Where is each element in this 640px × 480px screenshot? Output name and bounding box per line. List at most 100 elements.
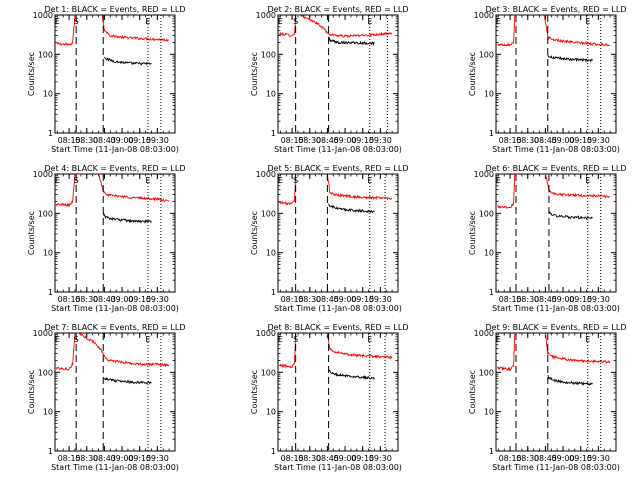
chart-title: Det 4: BLACK = Events, RED = LLD xyxy=(45,164,186,173)
x-tick-label: 08:45 xyxy=(534,136,557,145)
x-tick-label: 08:30 xyxy=(75,136,98,145)
x-tick-label: 08:15 xyxy=(281,454,304,463)
x-tick-label: 08:15 xyxy=(281,136,304,145)
x-tick-label: 08:30 xyxy=(75,295,98,304)
y-tick-label: 1000 xyxy=(256,329,276,338)
y-tick-label: 100 xyxy=(261,368,276,377)
y-tick-label: 1 xyxy=(271,129,276,138)
marker-label: E xyxy=(278,17,283,26)
plot-frame xyxy=(54,173,176,293)
x-tick-label: 09:30 xyxy=(146,136,169,145)
marker-label: S xyxy=(293,17,298,26)
chart-title: Det 6: BLACK = Events, RED = LLD xyxy=(486,164,627,173)
x-tick-label: 08:15 xyxy=(58,136,81,145)
y-tick-label: 10 xyxy=(484,249,494,258)
y-axis-label: Counts/sec xyxy=(468,52,477,96)
events-series-line xyxy=(328,203,375,214)
x-tick-label: 08:15 xyxy=(499,295,522,304)
chart-panel: Det 6: BLACK = Events, RED = LLD 1 10 100 10… xyxy=(468,164,626,313)
x-tick-label: 09:30 xyxy=(587,295,610,304)
events-series-line xyxy=(328,369,375,381)
x-tick-label: 09:00 xyxy=(334,136,357,145)
x-tick-label: 09:30 xyxy=(369,295,392,304)
x-tick-label: 08:15 xyxy=(58,295,81,304)
y-tick-label: 10 xyxy=(43,408,53,417)
x-tick-label: 09:00 xyxy=(111,136,134,145)
x-axis-label: Start Time (11-Jan-08 08:03:00) xyxy=(51,304,179,313)
y-tick-label: 10 xyxy=(484,90,494,99)
x-axis-label: Start Time (11-Jan-08 08:03:00) xyxy=(492,463,620,472)
lld-series-line xyxy=(497,333,519,372)
x-tick-label: 09:15 xyxy=(569,454,592,463)
x-tick-label: 09:00 xyxy=(552,295,575,304)
x-tick-label: 08:45 xyxy=(316,295,339,304)
marker-label: E xyxy=(278,176,283,185)
x-tick-label: 09:15 xyxy=(569,295,592,304)
chart-panel: Det 3: BLACK = Events, RED = LLD 1 10 100 10… xyxy=(468,5,626,154)
lld-series-line xyxy=(278,333,298,369)
y-tick-label: 100 xyxy=(38,368,53,377)
y-tick-label: 100 xyxy=(38,50,53,59)
y-tick-label: 1000 xyxy=(256,11,276,20)
x-tick-label: 09:00 xyxy=(334,454,357,463)
plot-frame xyxy=(277,332,399,452)
plot-frame xyxy=(495,173,617,293)
y-tick-label: 10 xyxy=(266,90,276,99)
y-tick-label: 1 xyxy=(271,288,276,297)
x-tick-label: 09:00 xyxy=(111,454,134,463)
events-series-line xyxy=(328,36,375,47)
y-tick-label: 1000 xyxy=(33,11,53,20)
x-tick-label: 08:30 xyxy=(75,454,98,463)
lld-series-line xyxy=(326,333,393,360)
marker-label: S xyxy=(74,335,79,344)
plot-frame xyxy=(495,332,617,452)
x-tick-label: 09:00 xyxy=(334,295,357,304)
marker-label: E xyxy=(55,17,60,26)
lld-series-line xyxy=(55,15,81,46)
x-tick-label: 08:43 xyxy=(93,454,116,463)
x-tick-label: 08:30 xyxy=(298,136,321,145)
marker-label: E xyxy=(496,17,501,26)
lld-series-line xyxy=(278,174,298,206)
chart-panel: Det 5: BLACK = Events, RED = LLD 1 10 100 10… xyxy=(250,164,408,313)
x-axis-label: Start Time (11-Jan-08 08:03:00) xyxy=(51,145,179,154)
y-tick-label: 1 xyxy=(489,447,494,456)
x-tick-label: 08:45 xyxy=(316,454,339,463)
x-axis-label: Start Time (11-Jan-08 08:03:00) xyxy=(274,145,402,154)
chart-panel: Det 8: BLACK = Events, RED = LLD 1 10 100 10… xyxy=(250,323,408,472)
x-tick-label: 09:15 xyxy=(128,136,151,145)
plot-frame xyxy=(495,14,617,134)
y-tick-label: 1000 xyxy=(33,329,53,338)
y-tick-label: 1000 xyxy=(33,170,53,179)
y-tick-label: 1 xyxy=(48,129,53,138)
y-axis-label: Counts/sec xyxy=(27,211,36,255)
chart-panel: Det 9: BLACK = Events, RED = LLD 1 10 100 10… xyxy=(468,323,626,472)
x-tick-label: 08:15 xyxy=(281,295,304,304)
x-tick-label: 08:30 xyxy=(516,454,539,463)
marker-label: E xyxy=(367,335,372,344)
x-tick-label: 09:15 xyxy=(351,136,374,145)
y-axis-label: Counts/sec xyxy=(250,370,259,414)
lld-series-line xyxy=(543,15,611,47)
y-axis-label: Counts/sec xyxy=(250,211,259,255)
events-series-line xyxy=(104,56,152,66)
lld-series-line xyxy=(55,174,81,207)
lld-series-line xyxy=(326,174,393,201)
x-tick-label: 09:30 xyxy=(369,454,392,463)
x-tick-label: 08:30 xyxy=(298,295,321,304)
y-tick-label: 10 xyxy=(484,408,494,417)
y-tick-label: 100 xyxy=(479,50,494,59)
plot-frame xyxy=(277,173,399,293)
y-tick-label: 1000 xyxy=(256,170,276,179)
marker-label: E xyxy=(585,335,590,344)
lld-series-line xyxy=(497,15,519,47)
x-tick-label: 09:00 xyxy=(552,454,575,463)
x-tick-label: 09:00 xyxy=(552,136,575,145)
y-tick-label: 100 xyxy=(261,209,276,218)
lld-series-line xyxy=(544,174,611,199)
x-tick-label: 09:15 xyxy=(128,295,151,304)
marker-label: E xyxy=(496,335,501,344)
x-axis-label: Start Time (11-Jan-08 08:03:00) xyxy=(51,463,179,472)
lld-series-line xyxy=(98,174,170,203)
